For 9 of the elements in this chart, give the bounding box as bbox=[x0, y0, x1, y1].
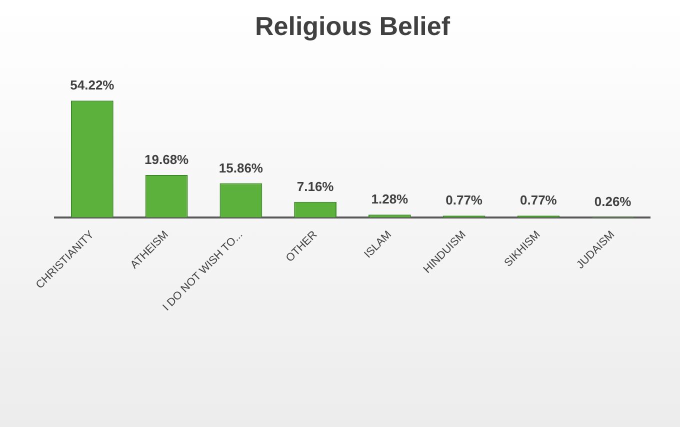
data-label: 54.22% bbox=[70, 78, 115, 93]
data-label: 7.16% bbox=[296, 178, 334, 194]
data-label: 15.86% bbox=[218, 160, 264, 176]
data-label: 0.26% bbox=[594, 194, 632, 209]
chart-title: Religious Belief bbox=[254, 10, 450, 41]
data-label: 0.77% bbox=[520, 192, 558, 208]
data-label: 0.77% bbox=[446, 192, 483, 208]
data-label: 19.68% bbox=[144, 152, 190, 168]
data-label: 1.28% bbox=[371, 192, 409, 207]
